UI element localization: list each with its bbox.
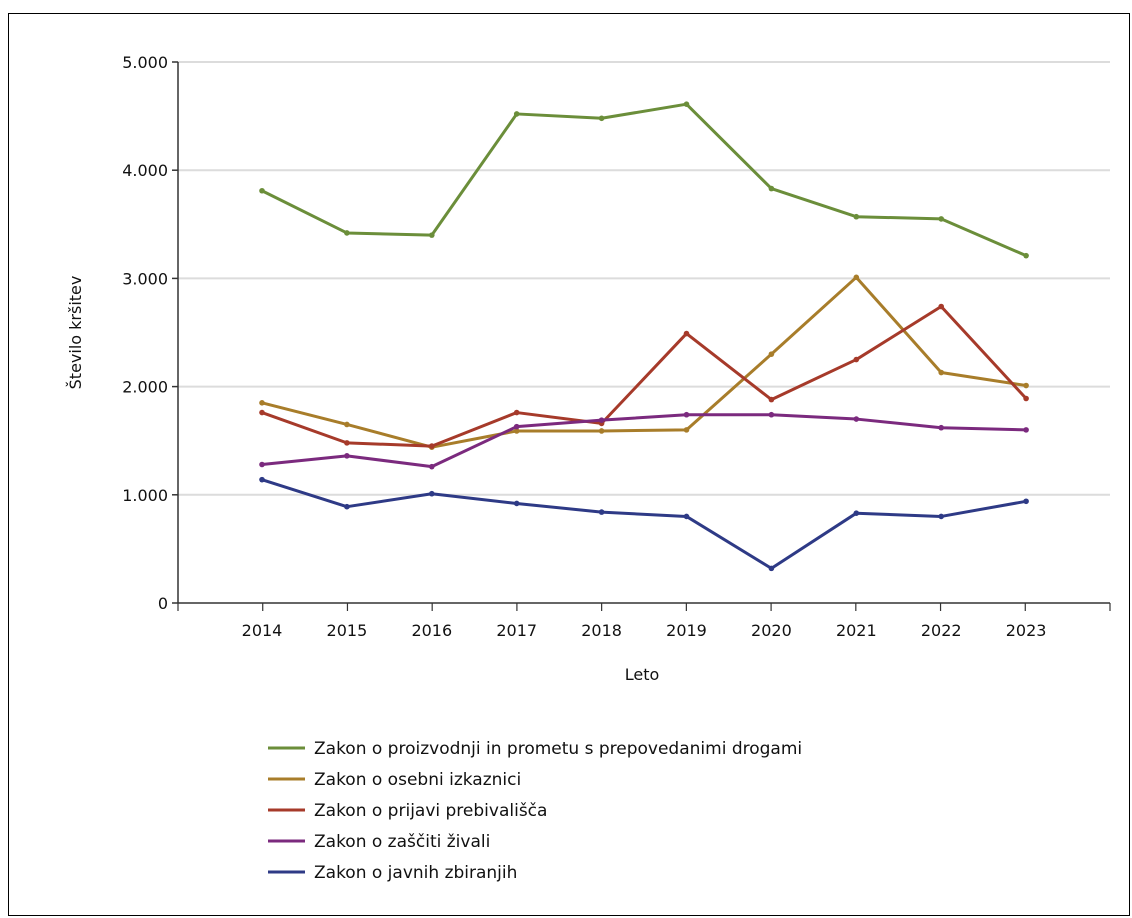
- series-lines: [259, 101, 1029, 572]
- data-point: [344, 421, 350, 428]
- data-point: [1023, 498, 1029, 505]
- y-axis-title: Število kršitev: [66, 276, 85, 390]
- data-point: [429, 443, 435, 449]
- data-point: [768, 351, 775, 357]
- y-tick-label: 5.000: [122, 53, 168, 72]
- data-point: [853, 213, 860, 220]
- legend-label-1: Zakon o osebni izkaznici: [314, 770, 521, 790]
- data-point: [853, 416, 860, 422]
- data-point: [344, 503, 350, 510]
- data-point: [513, 111, 520, 117]
- data-point: [513, 409, 520, 416]
- data-point: [938, 303, 944, 310]
- data-point: [259, 476, 265, 483]
- chart-frame: [8, 13, 1130, 916]
- legend-label-4: Zakon o javnih zbiranjih: [314, 863, 517, 883]
- data-point: [513, 423, 520, 430]
- y-tick-label: 3.000: [122, 269, 168, 288]
- data-point: [938, 216, 944, 222]
- data-point: [344, 453, 350, 459]
- data-point: [1023, 252, 1029, 259]
- data-point: [853, 356, 860, 363]
- x-ticks: 2014 2015 2016 2017 2018 2019 2020 2021 2022 2023: [177, 603, 1111, 640]
- x-tick-label: 2023: [1006, 621, 1047, 640]
- data-point: [598, 115, 605, 122]
- data-point: [768, 565, 775, 572]
- gridlines: [178, 61, 1110, 496]
- data-point: [938, 513, 944, 520]
- x-tick-label: 2014: [242, 621, 283, 640]
- y-tick-label: 2.000: [122, 378, 168, 397]
- data-point: [344, 230, 350, 236]
- data-point: [768, 396, 775, 403]
- y-tick-label: 4.000: [122, 161, 168, 180]
- data-point: [259, 461, 265, 468]
- axes: [177, 62, 1110, 604]
- data-point: [853, 510, 860, 516]
- series-line-3: [261, 413, 1027, 469]
- data-point: [683, 101, 690, 107]
- data-point: [344, 440, 350, 446]
- data-point: [938, 424, 944, 431]
- data-point: [683, 427, 690, 433]
- data-point: [1023, 395, 1029, 402]
- data-point: [853, 274, 860, 281]
- data-point: [1023, 382, 1029, 389]
- x-tick-label: 2021: [836, 621, 877, 640]
- data-point: [513, 500, 520, 507]
- data-point: [259, 187, 265, 194]
- y-tick-label: 0: [158, 594, 168, 613]
- data-point: [598, 509, 605, 515]
- data-point: [598, 417, 605, 423]
- legend-label-3: Zakon o zaščiti živali: [314, 832, 490, 852]
- series-line-0: [261, 102, 1027, 258]
- data-point: [598, 428, 605, 434]
- x-axis-title: Leto: [625, 665, 660, 684]
- legend: Zakon o proizvodnji in prometu s prepove…: [268, 739, 802, 883]
- series-line-4: [261, 478, 1027, 570]
- x-tick-label: 2015: [327, 621, 368, 640]
- data-point: [1023, 427, 1029, 433]
- data-point: [259, 409, 265, 416]
- y-ticks: 0 1.000 2.000 3.000 4.000 5.000: [122, 53, 178, 613]
- data-point: [513, 428, 520, 434]
- x-tick-label: 2017: [496, 621, 537, 640]
- data-point: [938, 369, 944, 376]
- x-tick-label: 2016: [411, 621, 452, 640]
- data-point: [768, 411, 775, 418]
- x-tick-label: 2018: [581, 621, 622, 640]
- data-point: [768, 185, 775, 192]
- y-tick-label: 1.000: [122, 486, 168, 505]
- data-point: [429, 463, 435, 470]
- x-tick-label: 2020: [751, 621, 792, 640]
- data-point: [683, 411, 690, 418]
- data-point: [259, 400, 265, 406]
- x-tick-label: 2022: [921, 621, 962, 640]
- data-point: [429, 490, 435, 497]
- legend-label-0: Zakon o proizvodnji in prometu s prepove…: [314, 739, 802, 759]
- data-point: [683, 513, 690, 520]
- data-point: [429, 232, 435, 238]
- legend-label-2: Zakon o prijavi prebivališča: [314, 801, 547, 821]
- x-tick-label: 2019: [666, 621, 707, 640]
- data-point: [683, 330, 690, 337]
- series-line-1: [261, 275, 1027, 449]
- series-line-2: [261, 305, 1028, 448]
